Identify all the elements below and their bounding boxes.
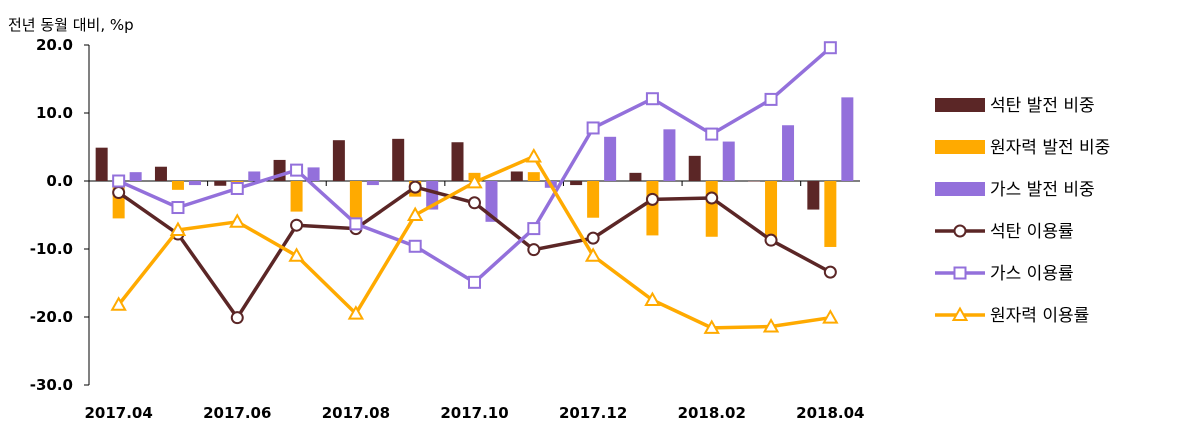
legend-label: 석탄 이용률 [990,222,1074,242]
x-tick-label: 2017.12 [559,404,627,422]
bar [366,181,379,186]
bar [129,172,142,181]
x-tick-label: 2017.08 [322,404,390,422]
y-tick-label: -30.0 [30,376,73,394]
data-point [110,296,127,311]
y-tick-label: -20.0 [30,308,73,326]
data-point [705,191,719,205]
data-point [586,231,600,245]
data-point [586,121,600,135]
data-point [762,317,780,333]
legend-label: 석탄 발전 비중 [990,96,1095,116]
data-point [527,243,541,257]
y-tick-label: -10.0 [30,240,73,258]
bar [154,166,167,181]
data-point [764,233,778,247]
x-tick-label: 2018.02 [678,404,746,422]
legend-label: 원자력 이용률 [990,306,1089,326]
data-point [408,180,422,194]
bar [722,141,735,181]
bar [290,181,303,212]
bar [95,147,108,181]
x-tick-label: 2017.10 [440,404,508,422]
bar [765,181,778,243]
legend-label: 가스 이용률 [990,264,1074,284]
bar [307,167,320,181]
data-point [584,247,602,262]
bar [587,181,600,218]
bar [527,172,540,181]
bar [214,181,227,186]
data-point [705,127,719,141]
x-tick-label: 2018.04 [796,404,864,422]
data-point [468,275,481,289]
bar [485,181,498,222]
data-point [823,265,837,279]
bar [807,181,820,210]
bar [248,171,261,181]
data-point [230,181,244,195]
bar [824,181,837,247]
y-tick-label: 10.0 [36,104,73,122]
y-tick-label: 0.0 [46,172,73,190]
data-point [406,206,424,221]
data-point [171,201,185,215]
bar [332,140,345,181]
legend-swatch [935,140,985,154]
bar [510,171,523,181]
data-point [823,41,837,55]
legend-swatch [935,182,985,196]
data-point [468,196,481,210]
data-point [290,163,304,177]
data-point [644,291,661,306]
data-point [230,311,244,325]
x-tick-label: 2017.04 [84,404,152,422]
x-tick-label: 2017.06 [203,404,271,422]
bar [451,142,464,181]
bar [629,172,642,181]
data-point [645,92,659,106]
bar [171,181,184,190]
legend-swatch [935,98,985,112]
legend-marker [951,306,969,321]
y-axis-unit-label: 전년 동월 대비, %p [8,16,134,34]
bar [188,181,201,186]
bar [782,125,795,181]
data-point [112,174,126,188]
y-tick-label: 20.0 [36,36,73,54]
data-point [349,217,363,231]
bar [392,138,405,181]
bar [748,181,761,182]
data-point [703,319,720,334]
bar [349,181,362,219]
data-point [290,218,304,232]
bar [705,181,718,237]
data-point [347,305,365,320]
data-point [466,173,483,189]
bar [663,129,676,181]
data-point [645,192,659,206]
bar [570,181,583,186]
legend-label: 원자력 발전 비중 [990,138,1110,158]
legend-marker [953,266,967,280]
data-point [112,186,126,200]
bar [688,155,701,181]
data-point [764,92,778,106]
legend-label: 가스 발전 비중 [990,180,1095,200]
data-point [229,213,246,228]
bar [841,97,854,181]
bar [646,181,659,236]
data-point [408,239,422,253]
legend-marker [953,224,967,238]
data-point [527,222,541,236]
data-point [822,309,839,324]
data-point [525,147,543,163]
data-point [288,247,305,262]
data-point [169,221,187,236]
bar [604,136,617,181]
